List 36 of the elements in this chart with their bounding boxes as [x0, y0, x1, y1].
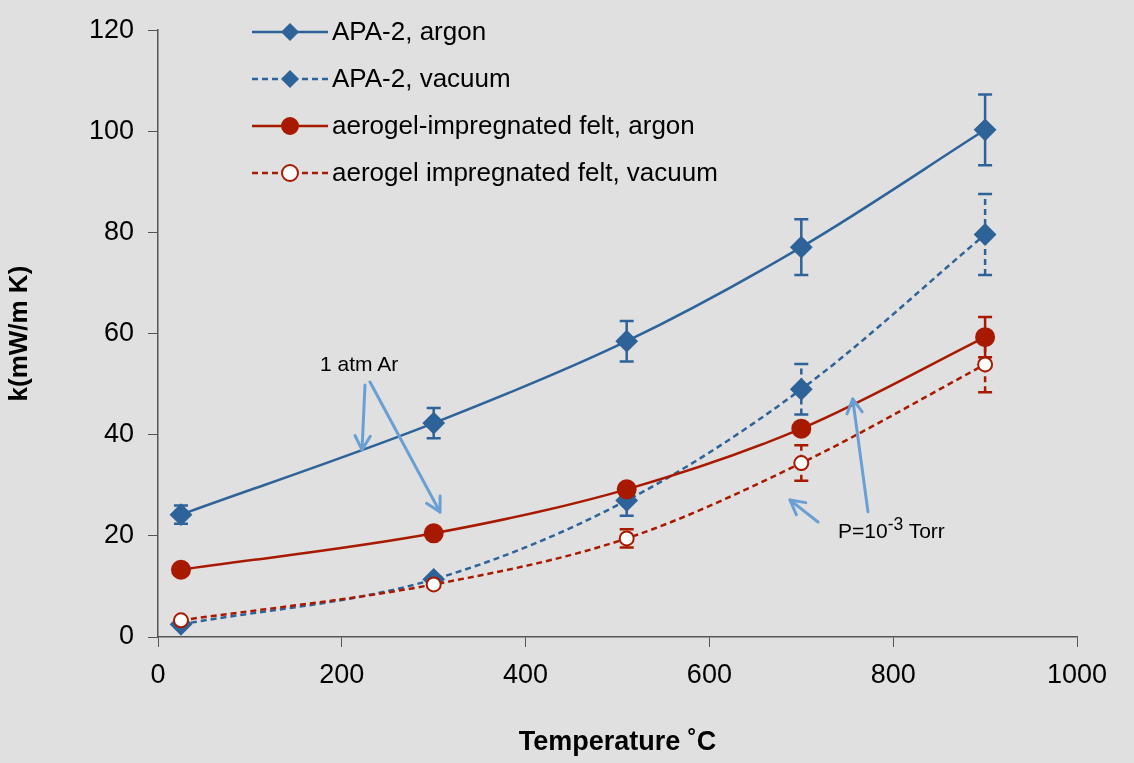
annotation: P=10$^{-3}$ Torr	[838, 514, 945, 543]
point	[793, 455, 810, 472]
annotation: 1 atm Ar	[320, 352, 399, 376]
legend-label: APA-2, vacuum	[332, 63, 511, 94]
point	[172, 612, 189, 629]
point	[425, 576, 442, 593]
point	[422, 412, 445, 435]
legend-label: APA-2, argon	[332, 16, 487, 47]
point	[975, 327, 996, 348]
point	[977, 356, 994, 373]
legend-label: aerogel-impregnated felt, argon	[332, 110, 695, 141]
y-tick-label: 0	[118, 620, 134, 651]
x-axis-title: Temperature ˚C	[518, 726, 717, 757]
point	[423, 523, 444, 544]
y-tick-label: 40	[103, 418, 134, 449]
y-tick-label: 20	[103, 519, 134, 550]
point	[615, 330, 638, 353]
x-tick-label: 400	[503, 658, 549, 689]
y-axis-title: k(mW/m K)	[2, 265, 33, 402]
point	[790, 236, 813, 259]
x-tick-label: 800	[870, 658, 916, 689]
x-tick-label: 0	[150, 658, 166, 689]
y-tick-label: 80	[103, 215, 134, 246]
x-tick-label: 600	[686, 658, 732, 689]
point	[974, 223, 997, 246]
y-tick-label: 60	[103, 317, 134, 348]
y-tick-label: 100	[88, 114, 134, 145]
point	[170, 559, 191, 580]
x-tick-label: 200	[319, 658, 365, 689]
point	[791, 418, 812, 439]
point	[974, 118, 997, 141]
legend-label: aerogel impregnated felt, vacuum	[332, 157, 718, 188]
point	[616, 479, 637, 500]
point	[790, 378, 813, 401]
x-tick-label: 1000	[1046, 658, 1108, 689]
y-tick-label: 120	[88, 13, 134, 44]
